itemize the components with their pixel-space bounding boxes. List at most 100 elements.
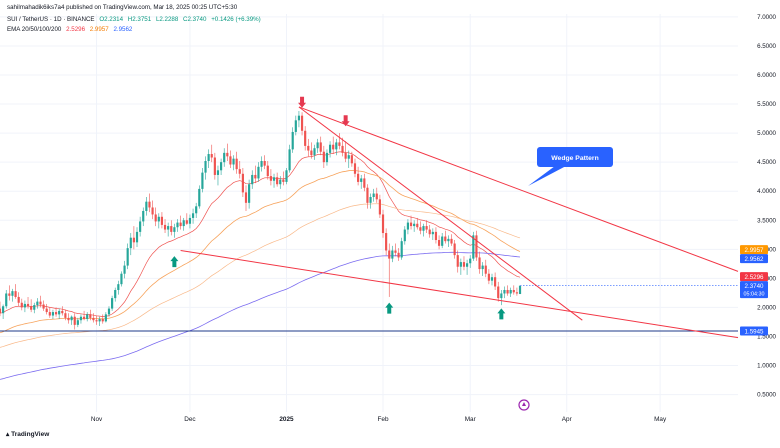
candle-body [506,289,509,294]
candle-body [316,142,319,149]
candle-body [42,304,45,309]
candle-body [357,173,360,182]
tv-logo-icon: ▴ [6,431,10,438]
x-tick-label: 2025 [279,416,294,423]
x-tick-label: Nov [91,416,103,423]
price-badge-countdown: 05:04:30 [744,292,765,298]
candle-body [388,250,391,259]
candle-body [92,317,95,321]
candle-body [117,284,120,290]
candle-body [447,238,450,242]
y-tick-label: 3.5000 [757,217,776,224]
y-tick-label: 2.0000 [757,304,776,311]
price-badge [740,326,768,336]
symbol-label[interactable]: SUI / TetherUS · 1D · BINANCE [7,16,95,23]
candle-body [310,150,313,156]
candle-body [167,226,170,230]
candle-body [132,237,135,243]
candle-body [416,223,419,228]
candle-body [487,273,490,281]
candle-body [353,163,357,174]
candle-body [201,172,204,189]
candle-body [422,226,425,231]
candle-body [191,213,195,218]
candle-body [54,312,58,315]
low-value: L2.2288 [155,16,179,23]
candle-body [145,201,148,211]
ohlc-line: SUI / TetherUS · 1D · BINANCE O2.2314 H2… [7,16,264,23]
candle-body [282,179,285,182]
y-tick-label: 1.0000 [757,363,776,370]
candle-body [413,223,416,227]
candle-body [369,197,372,203]
candle-body [157,216,160,222]
candle-body [213,157,216,175]
candle-body [363,178,366,188]
candle-body [400,241,403,258]
down-arrow-icon [341,115,350,127]
ema100-line [0,203,521,348]
ema20-line [0,151,521,317]
up-arrow-icon [385,302,394,314]
tradingview-watermark-icon [518,399,530,411]
candle-body [276,177,279,185]
ema-label[interactable]: EMA 20/50/100/200 [7,26,62,33]
candle-body [101,319,104,322]
ema200-value: 2.9562 [113,26,133,33]
candle-body [226,152,229,157]
candle-body [182,220,185,227]
candle-body [129,237,132,249]
ema50-value: 2.9957 [89,26,109,33]
y-tick-label: 0.5000 [757,392,776,399]
candle-body [238,169,241,174]
candle-body [179,222,182,227]
candle-body [263,160,266,166]
candle-body [472,235,475,259]
candle-body [61,310,64,314]
candle-body [244,192,248,203]
trendline [180,249,739,339]
y-tick-label: 5.5000 [757,101,776,108]
candle-body [232,158,235,165]
candle-body [512,289,515,293]
drawing-lines [0,106,739,339]
candle-body [14,291,17,297]
candle-body [481,265,484,270]
candle-body [503,289,506,294]
candle-body [17,296,20,303]
high-value: H2.3751 [127,16,152,23]
candle-body [475,235,478,258]
candle-body [123,265,126,274]
candle-body [500,293,503,299]
candle-body [95,320,98,322]
candle-body [170,226,173,232]
tv-logo-text: TradingView [11,431,50,438]
candle-body [235,158,238,170]
change-value: +0.1426 (+6.39%) [211,16,261,23]
candle-body [142,210,145,222]
x-tick-label: Dec [184,416,196,423]
y-tick-label: 4.0000 [757,188,776,195]
candle-body [319,142,322,152]
wedge-callout[interactable]: Wedge Pattern [528,147,613,186]
candle-body [465,263,469,267]
candle-body [313,148,316,156]
candle-body [456,255,459,267]
candle-body [98,319,101,322]
price-badge-text: 2.9562 [745,256,764,263]
candle-body [107,308,111,315]
candle-body [350,155,353,164]
candle-body [5,293,8,307]
candle-body [111,298,114,309]
candle-body [375,193,378,200]
candle-body [176,222,179,228]
candle-body [360,178,363,182]
tradingview-logo[interactable]: ▴ TradingView [6,430,49,438]
price-badge-text: 2.9957 [745,247,764,254]
candle-body [403,229,406,242]
ema-line: EMA 20/50/100/200 2.5296 2.9957 2.9562 [7,26,135,33]
ema50-line [0,169,521,334]
candle-body [494,277,497,287]
